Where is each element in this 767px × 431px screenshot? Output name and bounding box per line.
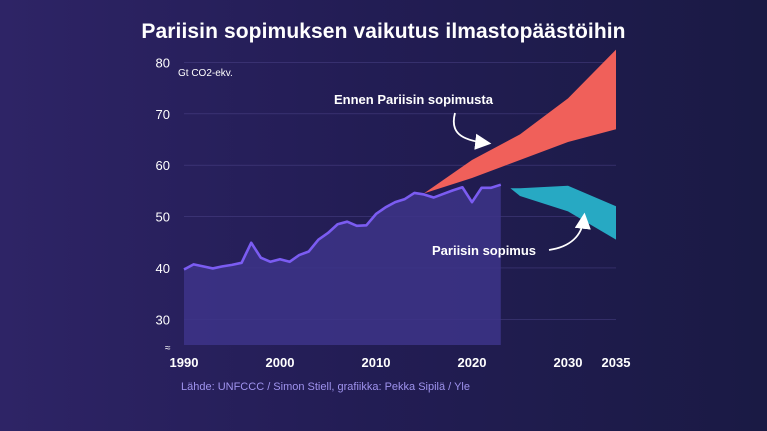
y-tick-60: 60 [156, 158, 170, 173]
y-tick-40: 40 [156, 261, 170, 276]
chart-marks [183, 49, 616, 345]
y-tick-30: 30 [156, 312, 170, 327]
y-tick-50: 50 [156, 210, 170, 225]
x-tick-2020: 2020 [458, 355, 487, 370]
y-axis-ticks: 30 40 50 60 70 80 [156, 55, 170, 327]
before-paris-arrow [452, 112, 492, 150]
paris-arrow [548, 212, 591, 251]
y-tick-80: 80 [156, 55, 170, 70]
history-area [184, 184, 501, 345]
x-tick-2010: 2010 [362, 355, 391, 370]
y-tick-70: 70 [156, 107, 170, 122]
paris-band [510, 185, 616, 240]
x-tick-1990: 1990 [170, 355, 199, 370]
before-paris-band [424, 49, 616, 194]
axis-break-symbol: ≈ [165, 343, 171, 354]
paris-label: Pariisin sopimus [432, 243, 536, 258]
history-line [183, 183, 502, 271]
annotation-before-paris: Ennen Pariisin sopimusta [334, 92, 494, 150]
source-credit: Lähde: UNFCCC / Simon Stiell, grafiikka:… [181, 381, 470, 393]
y-axis-unit-label: Gt CO2-ekv. [178, 68, 233, 79]
annotation-paris: Pariisin sopimus [432, 212, 591, 258]
x-axis-ticks: 1990 2000 2010 2020 2030 2035 [170, 355, 631, 370]
before-paris-label: Ennen Pariisin sopimusta [334, 92, 494, 107]
x-tick-2000: 2000 [266, 355, 295, 370]
x-tick-2030: 2030 [554, 355, 583, 370]
x-tick-2035: 2035 [602, 355, 631, 370]
chart-title: Pariisin sopimuksen vaikutus ilmastopääs… [141, 20, 626, 43]
